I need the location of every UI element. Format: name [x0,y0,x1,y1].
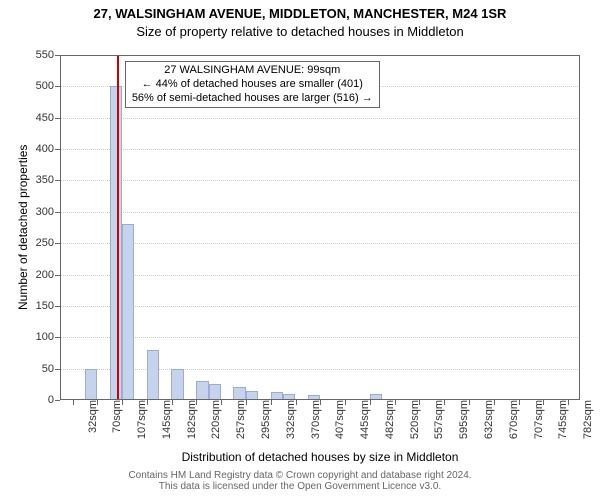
annotation-line-1: 27 WALSINGHAM AVENUE: 99sqm [132,64,373,78]
chart-title-1: 27, WALSINGHAM AVENUE, MIDDLETON, MANCHE… [0,6,600,21]
annotation-line-3: 56% of semi-detached houses are larger (… [132,92,373,106]
chart-container: 27, WALSINGHAM AVENUE, MIDDLETON, MANCHE… [0,0,600,500]
x-tick-label: 257sqm [225,400,247,439]
x-tick-label: 595sqm [448,400,470,439]
x-axis-label: Distribution of detached houses by size … [60,450,580,464]
x-tick-label: 370sqm [300,400,322,439]
annotation-box: 27 WALSINGHAM AVENUE: 99sqm ← 44% of det… [125,61,380,108]
x-tick-label: 745sqm [547,400,569,439]
x-tick-label: 145sqm [151,400,173,439]
y-axis-label: Number of detached properties [16,145,30,310]
x-tick-label: 782sqm [572,400,594,439]
annotation-line-2: ← 44% of detached houses are smaller (40… [132,78,373,92]
x-tick-label: 107sqm [126,400,148,439]
x-tick-label: 332sqm [275,400,297,439]
x-tick-label: 182sqm [176,400,198,439]
x-tick-label: 70sqm [101,400,123,433]
footer-text: Contains HM Land Registry data © Crown c… [40,470,560,492]
x-tick-label: 632sqm [473,400,495,439]
x-tick-label: 707sqm [523,400,545,439]
x-tick-label: 32sqm [77,400,99,433]
x-tick-label: 445sqm [349,400,371,439]
chart-title-2: Size of property relative to detached ho… [0,24,600,39]
x-tick-label: 482sqm [374,400,396,439]
x-tick-label: 670sqm [498,400,520,439]
plot-area: 050100150200250300350400450500550 32sqm7… [60,55,580,400]
x-tick-label: 407sqm [324,400,346,439]
x-tick-label: 557sqm [423,400,445,439]
x-tick-label: 295sqm [250,400,272,439]
x-tick-label: 520sqm [399,400,421,439]
x-tick-label: 220sqm [200,400,222,439]
